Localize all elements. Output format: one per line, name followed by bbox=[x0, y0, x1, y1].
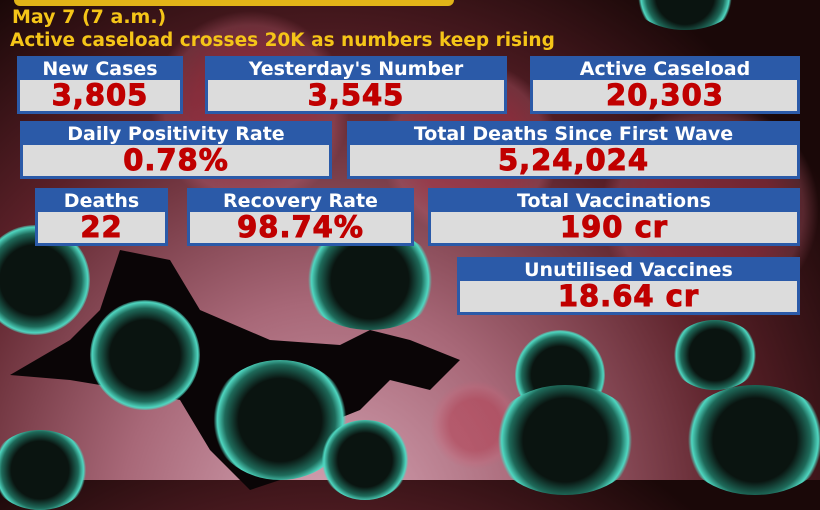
stat-value: 20,303 bbox=[533, 79, 797, 111]
stat-label: Active Caseload bbox=[579, 58, 751, 80]
stat-label: Total Deaths Since First Wave bbox=[413, 123, 734, 145]
stat-unutilised-vaccines: Unutilised Vaccines 18.64 cr bbox=[457, 257, 800, 315]
stat-deaths: Deaths 22 bbox=[35, 188, 168, 246]
stat-label: Yesterday's Number bbox=[248, 58, 464, 80]
date-label: May 7 (7 a.m.) bbox=[12, 6, 167, 28]
stat-value: 5,24,024 bbox=[350, 144, 797, 176]
stat-total-deaths: Total Deaths Since First Wave 5,24,024 bbox=[347, 121, 800, 179]
stat-label: Recovery Rate bbox=[223, 190, 378, 212]
stat-value: 22 bbox=[38, 211, 165, 243]
stat-value: 3,805 bbox=[20, 79, 180, 111]
stat-label: New Cases bbox=[42, 58, 158, 80]
stat-yesterdays-number: Yesterday's Number 3,545 bbox=[205, 56, 507, 114]
stat-label: Daily Positivity Rate bbox=[67, 123, 285, 145]
stat-value: 190 cr bbox=[431, 211, 797, 243]
stat-total-vaccinations: Total Vaccinations 190 cr bbox=[428, 188, 800, 246]
stat-recovery-rate: Recovery Rate 98.74% bbox=[187, 188, 414, 246]
title-cut-off bbox=[14, 0, 454, 6]
stat-label: Total Vaccinations bbox=[517, 190, 711, 212]
stat-label: Unutilised Vaccines bbox=[524, 259, 733, 281]
stat-active-caseload: Active Caseload 20,303 bbox=[530, 56, 800, 114]
headline: Active caseload crosses 20K as numbers k… bbox=[10, 30, 555, 51]
stat-label: Deaths bbox=[63, 190, 140, 212]
stat-new-cases: New Cases 3,805 bbox=[17, 56, 183, 114]
stat-daily-positivity-rate: Daily Positivity Rate 0.78% bbox=[20, 121, 332, 179]
stat-value: 98.74% bbox=[190, 211, 411, 243]
stat-value: 0.78% bbox=[23, 144, 329, 176]
stat-value: 3,545 bbox=[208, 79, 504, 111]
stat-value: 18.64 cr bbox=[460, 280, 797, 312]
